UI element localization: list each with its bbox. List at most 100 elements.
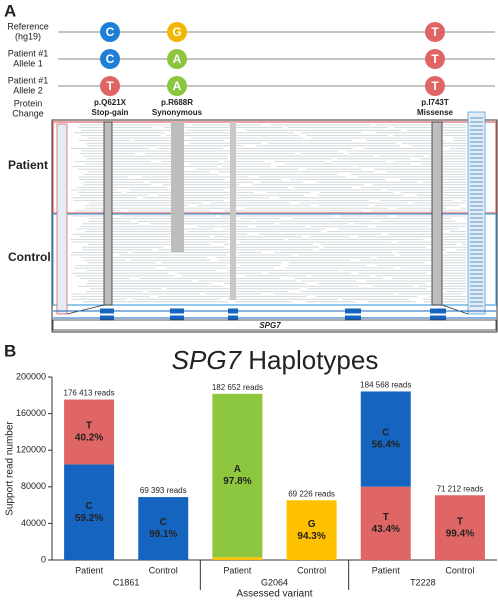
row-label: (hg19) (15, 31, 41, 41)
protein-change: p.R688R (161, 98, 193, 107)
segment-percent: 43.4% (372, 524, 400, 535)
segment-allele: T (457, 516, 463, 527)
bar-segment (138, 497, 189, 560)
row-label: Patient #1 (8, 75, 49, 85)
x-tick-label: Patient (75, 565, 104, 575)
panel-label: B (4, 341, 16, 360)
bar-segment (360, 486, 411, 560)
segment-percent: 59.2% (75, 513, 103, 524)
group-label: C1861 (113, 577, 140, 587)
segment-percent: 97.8% (223, 476, 251, 487)
allele-letter: A (173, 79, 182, 93)
allele-circle (100, 49, 120, 69)
variant-column (431, 121, 443, 306)
y-tick-label: 80000 (21, 481, 46, 491)
chart-title: SPG7 Haplotypes (172, 345, 379, 375)
allele-letter: C (106, 25, 115, 39)
bar-segment (212, 557, 263, 560)
bar-segment (286, 500, 337, 560)
exon (170, 308, 184, 314)
total-label: 184 568 reads (360, 381, 411, 390)
bar-segment (434, 495, 485, 560)
total-label: 176 413 reads (64, 389, 115, 398)
title-gene: SPG7 (172, 345, 243, 375)
total-label: 71 212 reads (437, 484, 484, 493)
control-box (52, 213, 497, 306)
row-label: Patient #1 (8, 48, 49, 58)
zoom-column (467, 111, 486, 315)
exon (100, 315, 114, 321)
exon (345, 308, 361, 314)
segment-percent: 99.1% (149, 529, 177, 540)
row-label: Reference (7, 21, 49, 31)
track-label: Control (8, 250, 51, 264)
allele-letter: T (431, 25, 439, 39)
y-axis-label: Support read number (5, 421, 16, 516)
allele-circle (425, 49, 445, 69)
segment-percent: 94.3% (297, 531, 325, 542)
x-tick-label: Patient (223, 565, 252, 575)
exon (430, 308, 446, 314)
x-tick-label: Control (297, 565, 326, 575)
exon (345, 315, 361, 321)
allele-circle (100, 22, 120, 42)
protein-change: Synonymous (152, 108, 203, 117)
variant-column (103, 121, 113, 306)
segment-allele: G (308, 519, 316, 530)
allele-letter: A (173, 52, 182, 66)
allele-letter: C (106, 52, 115, 66)
zoom-column (56, 123, 68, 315)
bar-segment (64, 464, 115, 560)
allele-circle (167, 76, 187, 96)
bar-segment (64, 399, 115, 465)
exon (100, 308, 114, 314)
allele-letter: T (431, 52, 439, 66)
x-axis-label: Assessed variant (236, 589, 312, 600)
y-tick-label: 0 (41, 554, 46, 564)
row-label: Change (12, 108, 44, 118)
allele-circle (167, 22, 187, 42)
x-tick-label: Control (149, 565, 178, 575)
y-tick-label: 40000 (21, 518, 46, 528)
segment-allele: T (383, 512, 389, 523)
segment-allele: C (85, 501, 92, 512)
segment-allele: A (234, 464, 241, 475)
title-text: Haplotypes (248, 345, 378, 375)
allele-letter: T (431, 79, 439, 93)
bar-segment (212, 393, 263, 558)
segment-allele: T (86, 421, 92, 432)
group-label: T2228 (410, 577, 436, 587)
y-tick-label: 160000 (16, 408, 46, 418)
allele-letter: G (172, 25, 181, 39)
segment-allele: C (382, 428, 389, 439)
exon (170, 315, 184, 321)
exon (228, 308, 238, 314)
zoom-link (66, 304, 105, 315)
zoom-link (441, 304, 469, 315)
segment-percent: 40.2% (75, 433, 103, 444)
patient-box (52, 121, 497, 214)
row-label: Allele 1 (13, 58, 43, 68)
bar-segment (360, 391, 411, 487)
protein-change: p.Q621X (94, 98, 127, 107)
row-label: Protein (14, 98, 43, 108)
segment-percent: 99.4% (446, 528, 474, 539)
y-tick-label: 200000 (16, 371, 46, 381)
variant-column (230, 122, 236, 300)
allele-circle (425, 22, 445, 42)
protein-change: Missense (417, 108, 454, 117)
y-tick-label: 120000 (16, 445, 46, 455)
total-label: 69 393 reads (140, 486, 187, 495)
total-label: 69 226 reads (288, 489, 335, 498)
segment-percent: 56.4% (372, 440, 400, 451)
x-tick-label: Control (445, 565, 474, 575)
allele-circle (100, 76, 120, 96)
panel-label: A (4, 1, 16, 20)
allele-circle (167, 49, 187, 69)
variant-column (171, 122, 184, 252)
exon (228, 315, 238, 321)
total-label: 182 652 reads (212, 383, 263, 392)
row-label: Allele 2 (13, 85, 43, 95)
gene-label: SPG7 (259, 321, 281, 330)
